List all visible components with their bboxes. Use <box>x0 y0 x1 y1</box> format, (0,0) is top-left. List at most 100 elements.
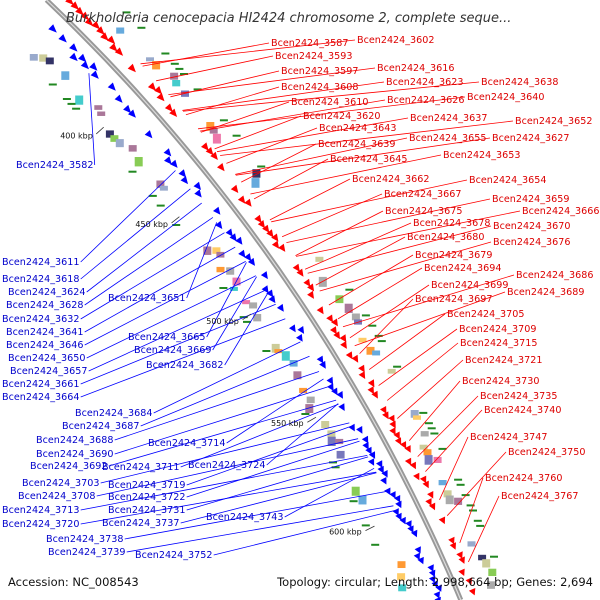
leader-line-right <box>226 127 318 164</box>
green-marker <box>172 224 181 226</box>
gene-label-left: Bcen2424_3690 <box>36 449 113 460</box>
inner-feature <box>336 450 345 459</box>
outer-feature <box>366 346 375 355</box>
plus-strand-gene <box>244 253 252 262</box>
gene-label-right: Bcen2424_3655 <box>409 133 486 144</box>
gene-label-right: Bcen2424_3730 <box>462 376 539 387</box>
plus-strand-gene <box>407 525 414 533</box>
minus-strand-gene <box>367 386 374 395</box>
leader-line-right <box>439 436 469 500</box>
left-labels: Bcen2424_3582 Bcen2424_3611 Bcen2424_3618 B… <box>2 160 283 561</box>
inner-feature <box>289 360 298 367</box>
gene-label-left: Bcen2424_3713 <box>2 505 79 516</box>
green-marker <box>476 524 485 527</box>
plus-strand-gene <box>48 24 57 33</box>
plus-strand-gene <box>178 169 187 178</box>
gene-label-left: Bcen2424_3708 <box>18 491 95 502</box>
leader-line-left <box>153 341 301 414</box>
gene-label-left: Bcen2424_3650 <box>8 353 85 364</box>
gene-label-right: Bcen2424_3694 <box>424 263 501 274</box>
outer-feature <box>445 495 454 505</box>
plus-strand-gene <box>163 148 172 157</box>
plus-strand-gene <box>128 109 136 118</box>
outer-feature <box>252 169 261 178</box>
leader-line-left <box>224 292 269 366</box>
outer-feature <box>315 256 324 262</box>
leader-line-right <box>197 96 466 130</box>
gene-label-right: Bcen2424_3597 <box>281 66 358 77</box>
leader-line-right <box>220 120 514 156</box>
gene-label-right: Bcen2424_3626 <box>387 95 464 106</box>
gene-label-right: Bcen2424_3638 <box>481 77 558 88</box>
plus-strand-gene <box>331 387 338 396</box>
minus-strand-gene <box>106 35 116 45</box>
leader-line-left <box>88 73 96 166</box>
inner-feature <box>306 396 315 404</box>
leader-line-left <box>108 399 337 467</box>
minus-strand-gene <box>388 414 395 423</box>
green-marker <box>219 287 228 289</box>
plus-strand-gene <box>336 391 343 399</box>
leader-line-left <box>84 246 236 333</box>
kbp-tick-mark <box>242 313 252 321</box>
green-marker <box>232 134 241 137</box>
leader-line-left <box>84 217 214 306</box>
plus-strand-gene <box>114 94 123 103</box>
inner-feature <box>61 71 70 80</box>
green-marker <box>361 314 370 317</box>
green-marker <box>137 26 146 29</box>
leader-line-left <box>226 378 324 444</box>
minus-strand-gene <box>404 445 411 453</box>
outer-feature <box>424 455 433 465</box>
gene-label-left: Bcen2424_3665 <box>128 332 205 343</box>
plus-strand-gene <box>392 508 399 516</box>
gene-label-left: Bcen2424_3743 <box>206 512 283 523</box>
leader-line-left <box>284 467 375 518</box>
outer-feature <box>478 554 487 561</box>
leader-line-left <box>80 455 368 511</box>
plus-strand-gene <box>123 104 132 114</box>
plus-strand-gene <box>170 159 178 168</box>
gene-label-right: Bcen2424_3678 <box>413 218 490 229</box>
inner-feature <box>321 421 330 429</box>
minus-strand-gene <box>427 491 434 499</box>
minus-strand-gene <box>201 142 209 151</box>
minus-strand-gene <box>371 390 378 399</box>
gene-label-right: Bcen2424_3620 <box>303 111 380 122</box>
leader-line-right <box>328 254 414 306</box>
plus-strand-gene <box>89 62 98 71</box>
gene-label-left: Bcen2424_3641 <box>6 327 83 338</box>
plus-strand-gene <box>413 552 420 560</box>
minus-strand-gene <box>154 86 163 95</box>
inner-feature <box>358 495 367 505</box>
gene-label-left: Bcen2424_3669 <box>134 345 211 356</box>
plus-strand-gene <box>367 458 375 466</box>
outer-feature <box>372 350 381 356</box>
label-leader-lines <box>80 39 521 563</box>
minus-strand-gene <box>303 278 311 287</box>
gene-label-left: Bcen2424_3688 <box>36 435 113 446</box>
plus-strand-gene <box>376 460 383 468</box>
green-marker <box>461 494 470 497</box>
minus-strand-gene <box>307 283 315 292</box>
gene-label-right: Bcen2424_3627 <box>492 133 569 144</box>
leader-line-right <box>349 284 430 339</box>
inner-feature <box>45 57 54 65</box>
minus-strand-gene <box>393 431 400 440</box>
plus-strand-gene <box>384 487 391 495</box>
green-marker <box>72 107 81 110</box>
inner-feature <box>327 436 336 447</box>
plus-strand-gene <box>180 176 188 185</box>
outer-feature <box>420 431 429 437</box>
green-marker <box>175 67 184 70</box>
minus-strand-gene <box>448 536 455 545</box>
gene-label-right: Bcen2424_3610 <box>291 97 368 108</box>
gene-label-left: Bcen2424_3611 <box>2 257 79 268</box>
plus-strand-gene <box>356 426 363 434</box>
outer-feature <box>488 568 497 577</box>
leader-line-right <box>199 99 386 132</box>
leader-line-left <box>80 303 276 385</box>
leader-line-right <box>408 380 461 441</box>
minus-strand-gene <box>428 502 436 511</box>
minus-strand-gene <box>438 516 446 525</box>
